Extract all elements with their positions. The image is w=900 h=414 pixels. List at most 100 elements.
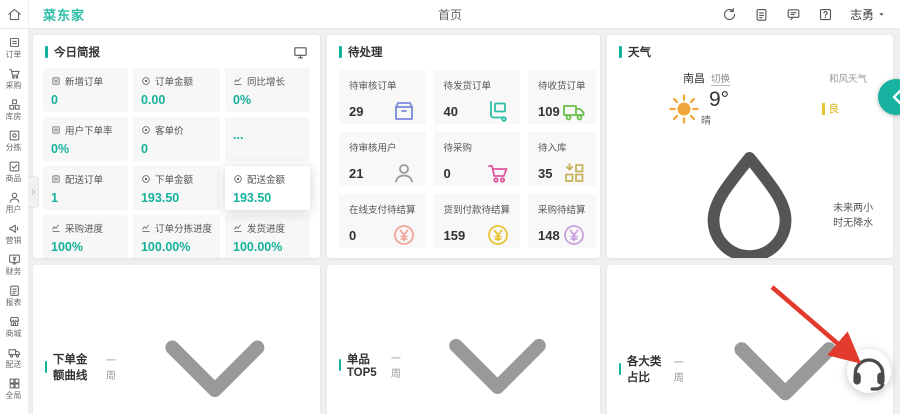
chevron-left-icon (882, 81, 900, 113)
period-select[interactable]: 一周 (106, 274, 308, 414)
title-bar (339, 46, 342, 58)
brief-tile[interactable]: 新增订单 0 (43, 68, 128, 112)
weather-aqi: 良 (821, 101, 839, 116)
refresh-icon[interactable] (722, 7, 737, 22)
sidebar-item-label: 全局 (6, 390, 22, 400)
chevron-down-icon (122, 274, 308, 414)
brief-tile[interactable]: 配送金额 193.50 (225, 166, 310, 210)
brief-tile-value: 100% (51, 240, 83, 254)
pending-tile[interactable]: 待入库 35 (528, 132, 596, 186)
brief-tile-value: 100.00% (140, 240, 191, 254)
sidebar-item-0[interactable]: 订单 (0, 32, 28, 63)
sidebar-item-label: 报表 (6, 297, 22, 307)
sidebar-item-6[interactable]: 营销 (0, 218, 28, 249)
card-title: 天气 (628, 47, 651, 59)
headset-icon (847, 349, 891, 393)
username: 志勇 (849, 7, 874, 22)
weather-switch-link[interactable]: 切换 (711, 71, 731, 86)
sidebar-item-1[interactable]: 采购 (0, 63, 28, 94)
sidebar-item-8[interactable]: 报表 (0, 280, 28, 311)
title-bar (45, 360, 47, 373)
brief-tile-label: 发货进度 (247, 224, 286, 235)
weather-body: 南昌 切换 和风天气 9° 晴 良 未来两小时无降水 今天5°/1 (607, 64, 893, 258)
brief-tile[interactable]: 用户下单率 0% (43, 117, 128, 161)
customer-service-button[interactable] (847, 349, 891, 393)
sidebar-item-2[interactable]: 库房 (0, 94, 28, 125)
brief-tile[interactable]: 采购进度 100% (43, 215, 128, 258)
pending-tile[interactable]: 待发货订单 40 (433, 70, 521, 124)
pending-tile[interactable]: 采购待结算 148 (528, 194, 596, 248)
sidebar-item-3[interactable]: 分拣 (0, 125, 28, 156)
sidebar-item-label: 商城 (6, 328, 22, 338)
pending-tile-label: 待审核用户 (349, 143, 397, 154)
sidebar-item-4[interactable]: 商品 (0, 156, 28, 187)
yuan-icon (486, 223, 510, 247)
topbar: 菜东家 首页 志勇 (0, 0, 900, 29)
sidebar-item-5[interactable]: 用户 (0, 187, 28, 218)
sidebar-expand-handle[interactable] (28, 176, 39, 208)
period-select[interactable]: 一周 (391, 274, 588, 414)
brief-tile[interactable]: 同比增长 0% (225, 68, 310, 112)
doc-icon (51, 174, 61, 184)
title-bar (339, 358, 341, 371)
brief-tile[interactable]: 发货进度 100.00% (225, 215, 310, 258)
aqi-bar (821, 102, 825, 115)
sidebar-item-label: 配送 (6, 359, 22, 369)
pending-tile[interactable]: 待审核用户 21 (339, 132, 426, 186)
pending-tile-label: 在线支付待结算 (349, 205, 416, 216)
pending-tile[interactable]: 在线支付待结算 0 (339, 194, 426, 248)
brief-tile-value: 0% (51, 142, 70, 156)
brief-tile[interactable]: 订单金额 0.00 (132, 68, 220, 112)
weather-provider: 和风天气 (828, 74, 867, 85)
brief-tile[interactable]: 客单价 0 (132, 117, 220, 161)
sorting-icon (8, 129, 21, 142)
monitor-icon[interactable] (293, 45, 308, 60)
brief-tile-value: ... (233, 128, 244, 142)
chart-icon (233, 223, 243, 233)
pending-tile[interactable]: 待采购 0 (433, 132, 521, 186)
chevron-right-icon (28, 187, 38, 197)
users-icon (8, 191, 21, 204)
brief-tile[interactable]: ... (225, 117, 310, 161)
card-title: 待处理 (348, 47, 383, 59)
card-title: 单品 TOP5 (346, 353, 377, 379)
sidebar-item-label: 订单 (6, 49, 22, 59)
brief-tile[interactable]: 配送订单 1 (43, 166, 128, 210)
pending-tile-label: 货到付款待结算 (443, 205, 511, 216)
nav-home-tab[interactable]: 首页 (437, 7, 463, 22)
home-icon (7, 7, 22, 22)
sidebar-item-10[interactable]: 配送 (0, 342, 28, 373)
brief-tile-label: 同比增长 (247, 77, 286, 88)
sidebar-item-9[interactable]: 商城 (0, 311, 28, 342)
user-menu[interactable]: 志勇 (850, 6, 886, 23)
pending-tile[interactable]: 待审核订单 29 (339, 70, 426, 124)
pending-tile[interactable]: 待收货订单 109 (528, 70, 596, 124)
sidebar-item-11[interactable]: 全局 (0, 373, 28, 404)
topbar-actions: 志勇 (722, 6, 900, 23)
card-title: 各大类占比 (626, 356, 662, 385)
global-icon (8, 377, 21, 390)
warehouse-icon (8, 98, 21, 111)
report-icon (8, 284, 21, 297)
log-icon[interactable] (754, 7, 769, 22)
help-icon[interactable] (818, 7, 833, 22)
period-select[interactable]: 一周 (674, 274, 881, 414)
home-button[interactable] (0, 0, 29, 28)
pending-tile-label: 待收货订单 (538, 81, 586, 92)
purchase-icon (8, 67, 21, 80)
title-bar (45, 46, 48, 58)
sidebar-item-label: 库房 (6, 111, 22, 121)
app-logo: 菜东家 (43, 7, 86, 23)
pending-tile-value: 29 (349, 103, 364, 119)
brief-tile[interactable]: 下单金额 193.50 (132, 166, 220, 210)
sidebar-item-7[interactable]: 财务 (0, 249, 28, 280)
caret-down-icon (877, 10, 886, 19)
brief-tile-label: 客单价 (154, 126, 184, 137)
brief-tile[interactable]: 订单分拣进度 100.00% (132, 215, 220, 258)
panel-collapse-tab[interactable] (878, 79, 900, 115)
card-weather: 天气 南昌 切换 和风天气 9° 晴 良 未来两小时无降 (607, 35, 893, 258)
finance-icon (8, 253, 21, 266)
pending-tile[interactable]: 货到付款待结算 159 (433, 194, 521, 248)
pending-tile-value: 0 (349, 227, 357, 243)
message-icon[interactable] (786, 7, 801, 22)
